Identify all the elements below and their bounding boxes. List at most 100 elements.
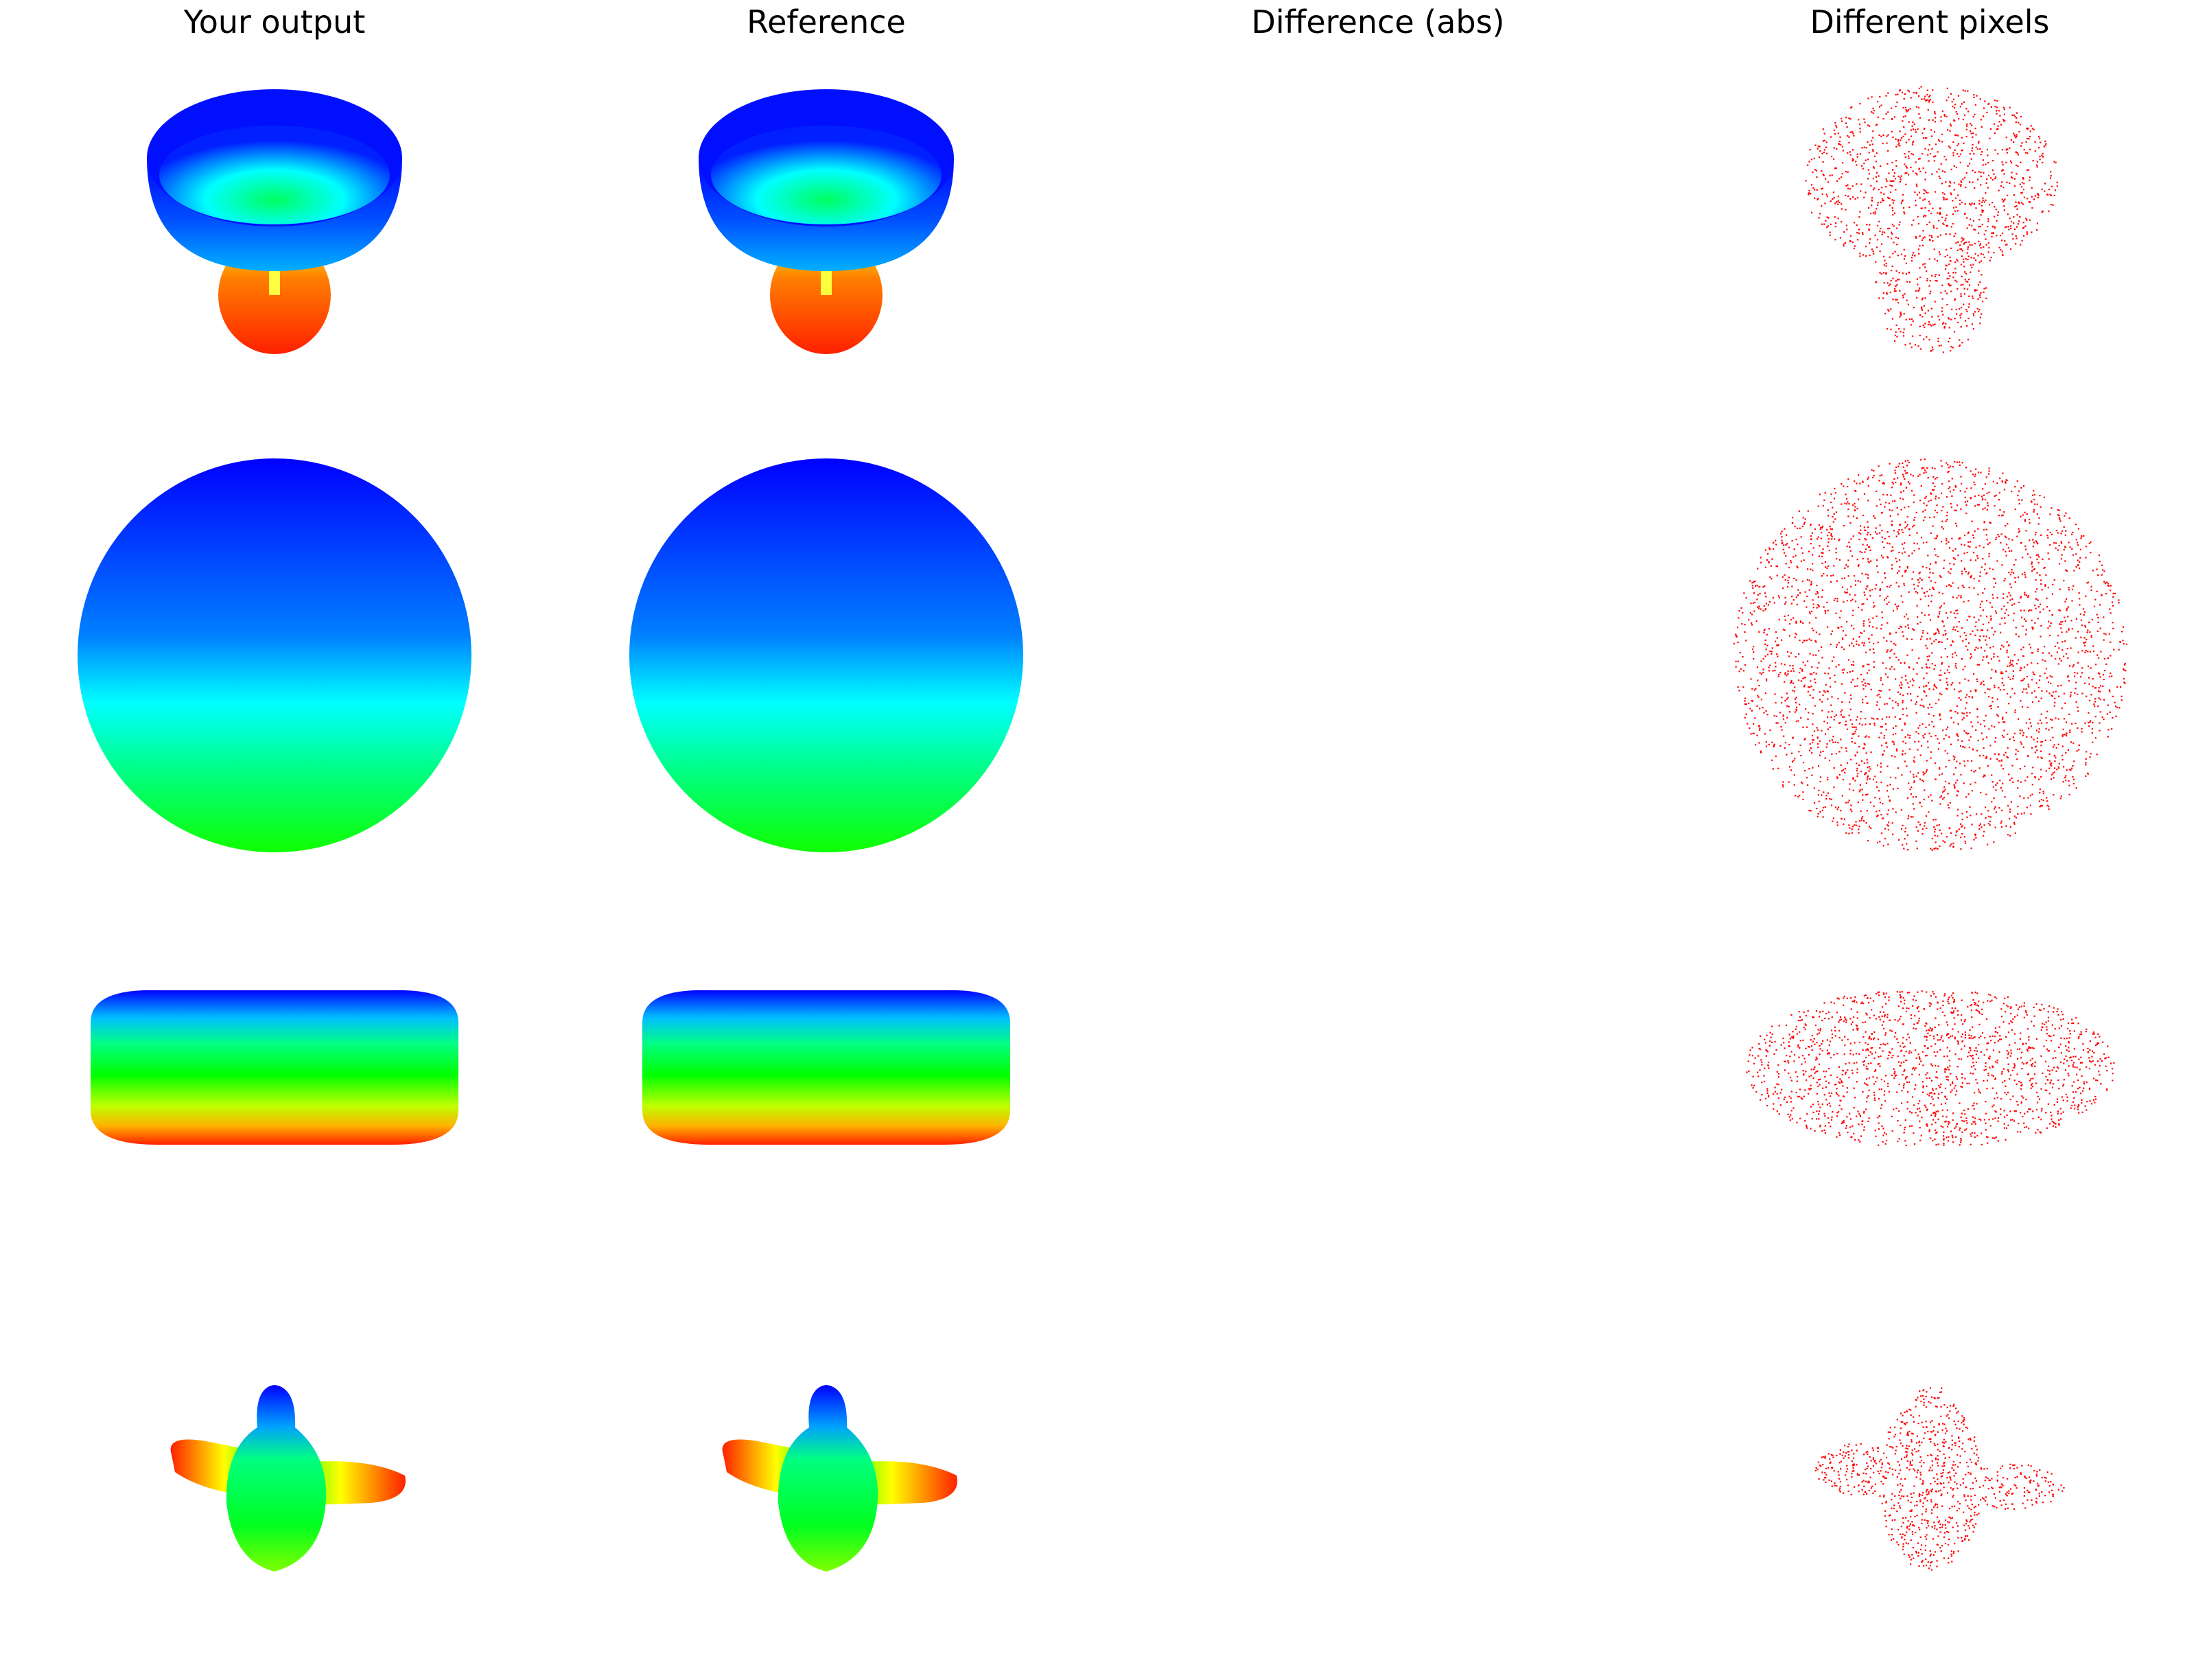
diff-pixel	[1810, 568, 1812, 570]
diff-pixel	[1972, 474, 1974, 476]
diff-pixel	[1922, 264, 1924, 266]
diff-pixel	[1784, 1047, 1786, 1049]
diff-pixel	[1902, 462, 1904, 465]
diff-pixel	[2011, 172, 2013, 174]
diff-pixel	[1990, 106, 1992, 108]
diff-pixel	[1948, 583, 1950, 586]
diff-pixel	[1825, 141, 1827, 143]
diff-pixel	[2063, 655, 2065, 657]
diff-pixel	[1836, 821, 1838, 824]
diff-pixel	[1840, 143, 1842, 145]
diff-pixel	[1882, 541, 1884, 543]
diff-pixel	[1894, 469, 1896, 471]
diff-pixel	[1928, 235, 1930, 237]
diff-pixel	[1983, 680, 1985, 682]
diff-pixel	[1872, 130, 1874, 132]
diff-pixel	[1998, 660, 2000, 662]
diff-pixel	[2002, 163, 2004, 165]
output-row-pinwheel	[170, 1385, 406, 1572]
diff-pixel	[2017, 494, 2019, 497]
diff-pixel	[2044, 183, 2046, 185]
diff-pixel	[2000, 248, 2002, 251]
diff-pixel	[1887, 163, 1889, 165]
diff-pixel	[1968, 241, 1970, 243]
diff-pixel	[1892, 277, 1894, 279]
diff-pixel	[1965, 732, 1967, 734]
diff-pixel	[1964, 176, 1966, 178]
diff-pixel	[1982, 199, 1984, 202]
diff-pixel	[2082, 1043, 2084, 1045]
diff-pixel	[1911, 318, 1913, 320]
diff-pixel	[2012, 660, 2014, 662]
diff-pixel	[2018, 220, 2020, 222]
diff-pixel	[1952, 277, 1954, 279]
diff-pixel	[1933, 826, 1935, 828]
diff-pixel	[2048, 729, 2050, 731]
diff-pixel	[1904, 662, 1906, 664]
diff-pixel	[1843, 716, 1845, 718]
diff-pixel	[1906, 693, 1908, 695]
diff-pixel	[1985, 793, 1987, 795]
diff-pixel	[1919, 824, 1922, 826]
diff-pixel	[2029, 643, 2031, 645]
diff-pixel	[2047, 194, 2049, 196]
diff-pixel	[1922, 132, 1924, 135]
diff-pixel	[1923, 520, 1925, 522]
diff-pixel	[2020, 596, 2022, 598]
diff-pixel	[1854, 824, 1856, 826]
diff-pixel	[2006, 479, 2008, 481]
diff-pixel	[1961, 570, 1963, 572]
diff-pixel	[1810, 524, 1812, 526]
diff-pixel	[2015, 235, 2017, 237]
diff-pixel	[2098, 555, 2100, 557]
diff-pixel	[1856, 640, 1858, 642]
diff-pixel	[2050, 719, 2052, 721]
diff-pixel	[1861, 572, 1863, 574]
diff-pixel	[1813, 787, 1815, 789]
diff-pixel	[1834, 167, 1836, 170]
diff-pixel	[2053, 771, 2055, 773]
diff-pixel	[1865, 246, 1867, 248]
diff-pixel	[2068, 784, 2070, 786]
diff-pixel	[1812, 563, 1814, 565]
diff-pixel	[1814, 144, 1817, 146]
diff-pixel	[1822, 140, 1824, 142]
diff-pixel	[1977, 528, 1979, 530]
diff-pixel	[1771, 647, 1773, 649]
diff-pixel	[2065, 530, 2067, 532]
diff-pixel	[1884, 577, 1887, 579]
diff-pixel	[1765, 596, 1767, 598]
diff-pixel	[1867, 141, 1869, 143]
diff-pixel	[1904, 723, 1906, 725]
diff-pixel	[1933, 516, 1935, 518]
diff-pixel	[2014, 709, 2016, 711]
diff-pixel	[1947, 471, 1949, 474]
diff-pixel	[1963, 827, 1965, 829]
diff-pixel	[1797, 544, 1799, 546]
diff-pixel	[1903, 248, 1905, 250]
diff-pixel	[1789, 1119, 1791, 1121]
diff-pixel	[1907, 849, 1909, 851]
diff-pixel	[1827, 541, 1830, 544]
diff-pixel	[1898, 551, 1900, 554]
diff-pixel	[2003, 511, 2005, 513]
diff-pixel	[1821, 710, 1823, 712]
diff-pixel	[1956, 504, 1959, 506]
diff-pixel	[1809, 149, 1811, 151]
diff-pixel	[1830, 223, 1832, 225]
diff-pixel	[1915, 1067, 1917, 1069]
diff-pixel	[1879, 230, 1881, 232]
diff-pixel	[2030, 813, 2032, 815]
diff-pixel	[1913, 773, 1915, 775]
diff-pixel	[2063, 1079, 2065, 1081]
diff-pixel	[1863, 118, 1865, 120]
diff-pixel	[1977, 471, 1980, 474]
diff-pixel	[1887, 622, 1889, 624]
diff-pixel	[1888, 821, 1890, 824]
diff-pixel	[1792, 760, 1795, 762]
diff-pixel	[2066, 648, 2068, 650]
diff-pixel	[1961, 658, 1963, 660]
diff-pixel	[2029, 522, 2031, 524]
diff-pixel	[1957, 587, 1959, 589]
diff-pixel	[1996, 997, 1998, 999]
